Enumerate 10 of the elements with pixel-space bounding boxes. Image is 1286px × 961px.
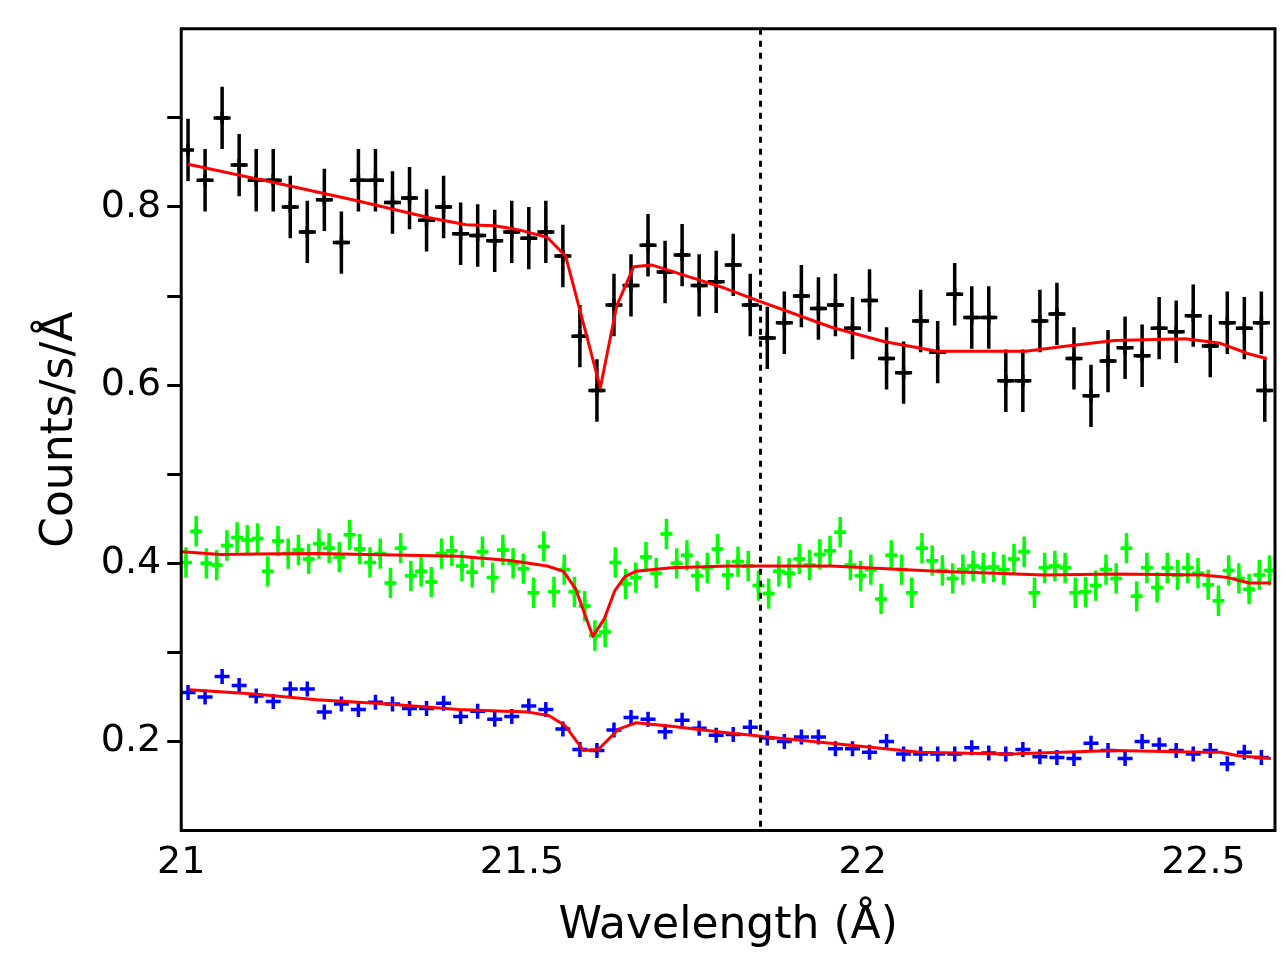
x-tick-label: 22 bbox=[838, 838, 887, 883]
x-axis-title: Wavelength (Å) bbox=[558, 896, 898, 949]
y-tick-label: 0.4 bbox=[100, 538, 162, 583]
x-tick-label: 21 bbox=[157, 838, 206, 883]
x-tick-label: 21.5 bbox=[479, 838, 565, 883]
x-tick-label: 22.5 bbox=[1161, 838, 1246, 883]
y-tick-label: 0.8 bbox=[100, 181, 162, 226]
y-tick-label: 0.6 bbox=[100, 360, 162, 405]
y-axis-title: Counts/s/Å bbox=[29, 311, 82, 548]
y-tick-label: 0.2 bbox=[100, 716, 162, 761]
